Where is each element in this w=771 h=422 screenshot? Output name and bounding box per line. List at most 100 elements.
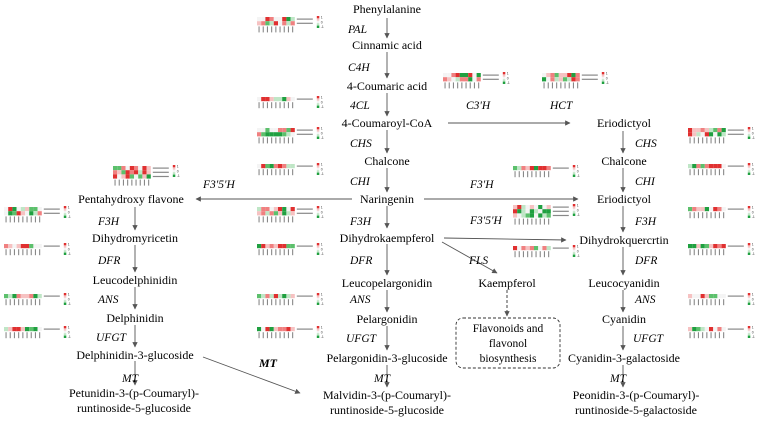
heatmap-cell	[525, 166, 530, 171]
heatmap-col-label	[262, 332, 264, 339]
heatmap-cell	[269, 211, 274, 216]
heatmap-col-label	[478, 82, 480, 89]
heatmap-cell	[521, 209, 526, 214]
heatmap-cell	[688, 207, 693, 212]
heatmap-colorbar-segment	[316, 247, 320, 251]
heatmap-col-label	[18, 249, 20, 256]
heatmap-cell	[704, 244, 709, 249]
heatmap-cell	[8, 294, 13, 299]
heatmap-cell	[575, 77, 580, 82]
heatmap-cell	[713, 128, 718, 133]
heatmap-cell	[700, 244, 705, 249]
compound-kaempferol: Kaempferol	[478, 276, 536, 290]
heatmap-cell	[696, 128, 701, 133]
heatmap-cell	[286, 294, 291, 299]
heatmap-cell	[12, 327, 17, 332]
compound-dihydrokaempferol: Dihydrokaempferol	[340, 231, 435, 245]
heatmap-colorbar-tick: 1	[321, 206, 323, 210]
heatmap-cell	[696, 132, 701, 137]
heatmaps: 10-110-110-110-110-110-110-110-110-110-1…	[4, 16, 755, 339]
heatmap-cell	[278, 128, 283, 133]
heatmap-col-label	[548, 251, 550, 258]
heatmap-cell	[269, 21, 274, 26]
heatmap-cell	[713, 132, 718, 137]
heatmap-cell	[117, 166, 122, 171]
heatmap-colorbar-segment	[747, 252, 751, 255]
heatmap-row-label	[727, 245, 744, 247]
heatmap-col-label	[718, 299, 720, 306]
heatmap-cell	[282, 21, 287, 26]
heatmap-colorbar-segment	[572, 208, 576, 212]
heatmap-cell	[278, 164, 283, 169]
heatmap-col-label	[39, 249, 41, 256]
heatmap-colorbar-segment	[747, 293, 751, 296]
heatmap-colorbar-segment	[747, 208, 751, 211]
heatmap-col-label	[710, 137, 712, 144]
heatmap-colorbar-segment	[172, 172, 176, 175]
heatmap-col-label	[697, 169, 699, 176]
compound-petunidin-line-1: Petunidin-3-(p-Coumaryl)-	[69, 386, 199, 400]
heatmap-cell	[290, 97, 295, 102]
heatmap-colorbar-tick: 1	[752, 243, 754, 247]
heatmap-row-label	[296, 165, 313, 167]
heatmap-colorbar-segment	[572, 169, 576, 173]
heatmap-cell	[546, 213, 551, 218]
arrows	[132, 18, 626, 394]
heatmap-col-label	[262, 137, 264, 144]
heatmap-colorbar-tick: 0	[752, 330, 754, 334]
heatmap-cell	[700, 294, 705, 299]
heatmap-colorbar-tick: 0	[68, 247, 70, 251]
heatmap-col-label	[723, 332, 725, 339]
heatmap-col-label	[271, 299, 273, 306]
heatmap-col-label	[706, 212, 708, 219]
heatmap-cell	[721, 327, 726, 332]
heatmap-cell	[721, 207, 726, 212]
enzyme-hct: HCT	[549, 100, 574, 112]
heatmap-cell	[286, 244, 291, 249]
heatmap-cell	[704, 327, 709, 332]
heatmap-cell	[273, 211, 278, 216]
heatmap-cell	[513, 205, 518, 210]
heatmap-colorbar-segment	[747, 243, 751, 246]
heatmap-col-label	[114, 179, 116, 186]
heatmap-cell	[142, 170, 147, 175]
compound-coumaroyl-coa: 4-Coumaroyl-CoA	[342, 116, 433, 130]
heatmap-col-label	[271, 137, 273, 144]
heatmap-cell	[688, 132, 693, 137]
arrow-delglc-malvidin	[202, 356, 301, 394]
heatmap-ans-right: 10-1	[688, 293, 755, 306]
heatmap-colorbar-tick: -1	[752, 302, 755, 306]
heatmap-cell	[138, 166, 143, 171]
heatmap-colorbar-segment	[747, 167, 751, 171]
heatmap-cell	[257, 164, 262, 169]
heatmap-colorbar-segment	[601, 72, 605, 75]
heatmap-cell	[261, 132, 266, 137]
heatmap-colorbar-segment	[63, 247, 67, 251]
heatmap-col-label	[283, 249, 285, 256]
heatmap-row-label	[43, 212, 60, 214]
heatmap-col-label	[551, 82, 553, 89]
heatmap-cell	[37, 294, 42, 299]
heatmap-col-label	[275, 299, 277, 306]
heatmap-colorbar-tick: -1	[507, 81, 510, 85]
heatmap-col-label	[9, 249, 11, 256]
enzyme-mt-center: MT	[373, 373, 392, 385]
heatmap-cell	[282, 207, 287, 212]
heatmap-cell	[521, 166, 526, 171]
heatmap-col-label	[30, 249, 32, 256]
heatmap-colorbar-tick: -1	[68, 302, 71, 306]
heatmap-colorbar-tick: -1	[321, 172, 324, 176]
heatmap-colorbar-tick: 0	[752, 167, 754, 171]
heatmap-col-label	[34, 299, 36, 306]
heatmap-col-label	[271, 26, 273, 33]
heatmap-col-label	[279, 169, 281, 176]
heatmap-colorbar-segment	[316, 96, 320, 99]
heatmap-col-label	[702, 332, 704, 339]
heatmap-colorbar-segment	[747, 213, 751, 216]
heatmap-col-label	[271, 249, 273, 256]
heatmap-colorbar-segment	[502, 74, 506, 77]
compound-eriodictyol-right: Eriodictyol	[597, 192, 652, 206]
heatmap-cell	[257, 207, 262, 212]
heatmap-cell	[529, 166, 534, 171]
heatmap-colorbar-segment	[63, 328, 67, 331]
